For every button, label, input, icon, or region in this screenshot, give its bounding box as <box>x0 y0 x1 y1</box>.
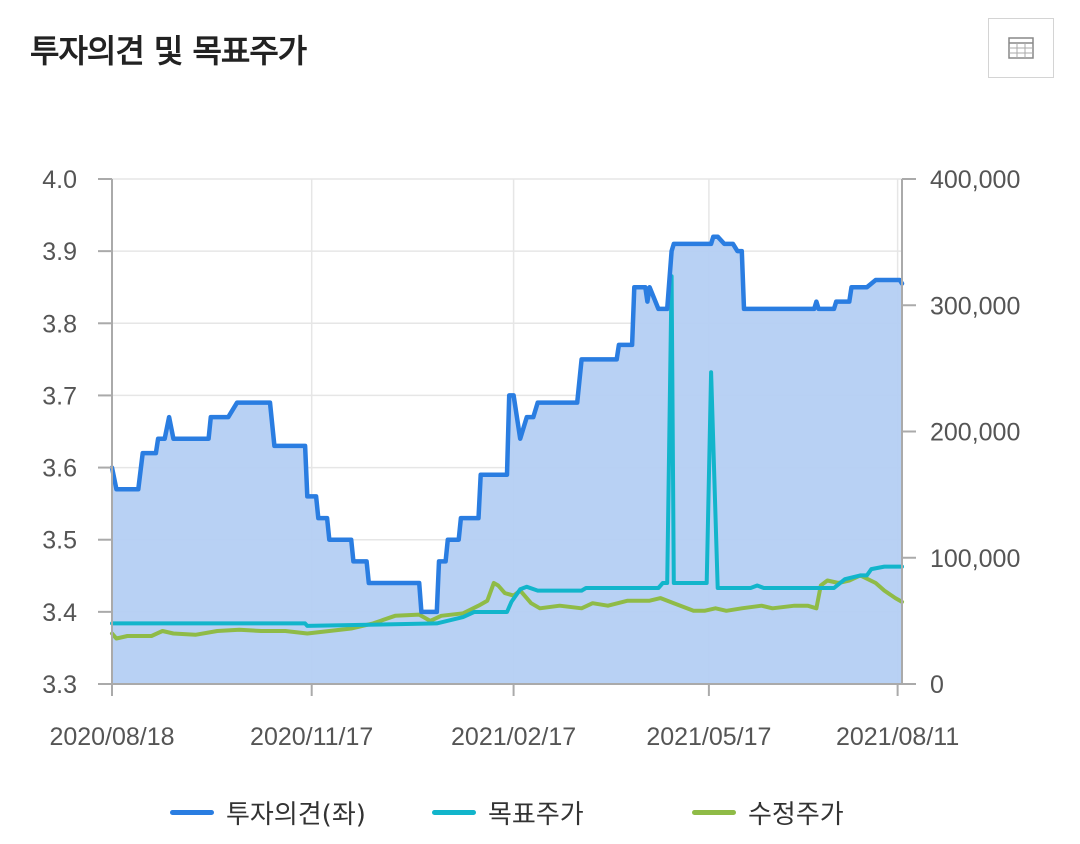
opinion-area-fill <box>112 236 902 684</box>
legend-swatch-opinion <box>170 810 214 815</box>
chart-title: 투자의견 및 목표주가 <box>30 32 307 70</box>
right-tick-label: 200,000 <box>930 419 1020 447</box>
left-tick-label: 4.0 <box>42 166 77 194</box>
opinion-series-line <box>109 234 905 615</box>
series-lines <box>109 234 905 641</box>
left-tick-label: 3.9 <box>42 238 77 266</box>
legend-item-target[interactable]: 목표주가 <box>432 794 584 831</box>
legend-label-price: 수정주가 <box>748 800 844 830</box>
tick-labels: 3.3 3.4 3.5 3.6 3.7 3.8 3.9 4.0 0 100,000 200,000 3… <box>42 166 1020 751</box>
legend: 투자의견(좌) 목표주가 수정주가 <box>0 788 1080 834</box>
x-tick-label: 2021/05/17 <box>646 723 771 751</box>
chart: 3.3 3.4 3.5 3.6 3.7 3.8 3.9 4.0 0 100,000 200,000 3… <box>42 166 1020 751</box>
left-tick-label: 3.5 <box>42 527 77 555</box>
legend-item-price[interactable]: 수정주가 <box>692 794 844 831</box>
price-series-line <box>110 573 904 641</box>
legend-label-opinion: 투자의견(좌) <box>226 800 366 830</box>
legend-label-target: 목표주가 <box>488 800 584 830</box>
left-tick-label: 3.8 <box>42 310 77 338</box>
table-view-button[interactable] <box>988 18 1054 78</box>
right-tick-label: 100,000 <box>930 545 1020 573</box>
x-tick-label: 2020/11/17 <box>250 723 373 751</box>
right-tick-label: 300,000 <box>930 292 1020 320</box>
x-tick-label: 2020/08/18 <box>49 723 174 751</box>
right-tick-label: 0 <box>930 671 944 699</box>
left-tick-label: 3.7 <box>42 382 77 410</box>
left-tick-label: 3.3 <box>42 671 77 699</box>
legend-swatch-price <box>692 810 736 815</box>
legend-item-opinion[interactable]: 투자의견(좌) <box>170 794 366 831</box>
table-grid-icon <box>1008 37 1034 59</box>
opinion-area <box>112 236 902 684</box>
left-tick-label: 3.4 <box>42 599 77 627</box>
axes <box>98 178 916 696</box>
left-tick-label: 3.6 <box>42 455 77 483</box>
x-tick-label: 2021/02/17 <box>451 723 576 751</box>
target-price-series-line <box>110 274 904 628</box>
legend-swatch-target <box>432 810 476 815</box>
x-tick-label: 2021/08/11 <box>836 723 959 751</box>
right-tick-label: 400,000 <box>930 166 1020 194</box>
